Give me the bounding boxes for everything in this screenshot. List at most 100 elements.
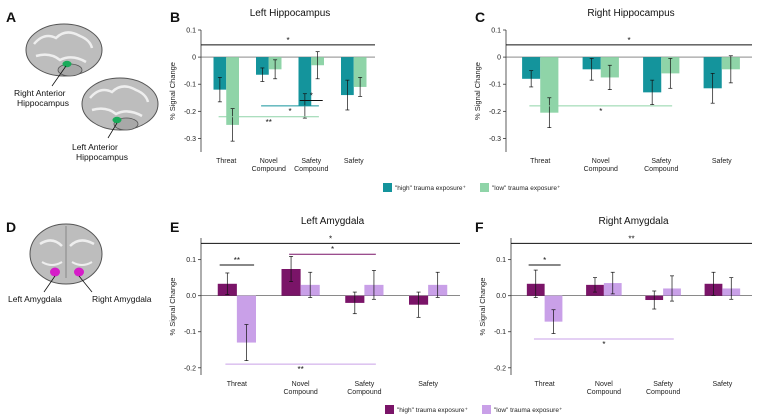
bar-low-0 (544, 295, 563, 322)
bar-high-2 (298, 57, 312, 106)
x-tick-label-1: Novel (595, 381, 613, 388)
errorbar-low-1 (273, 59, 278, 80)
label-right-hippocampus: Hippocampus (17, 98, 69, 108)
x-tick-label-2: Compound (644, 166, 678, 173)
legend-label-high: "high" trauma exposure⁺ (397, 407, 468, 414)
y-tick-label: -0.1 (494, 329, 506, 336)
x-tick-label-1: Compound (587, 389, 621, 396)
y-tick-label: -0.2 (184, 109, 196, 116)
panel-letter-b: B (170, 9, 180, 25)
significance-marker-3: ** (298, 365, 304, 374)
y-tick-label: 0.1 (186, 257, 196, 264)
label-left-hippocampus: Hippocampus (76, 152, 128, 162)
legend-amygdala: "high" trauma exposure⁺ "low" trauma exp… (385, 405, 563, 414)
x-tick-label-2: Compound (646, 389, 680, 396)
errorbar-low-3 (729, 277, 734, 300)
errorbar-high-0 (217, 77, 222, 103)
x-tick-label-2: Compound (347, 389, 381, 396)
label-right-anterior: Right Anterior (14, 88, 66, 98)
errorbar-low-0 (551, 309, 556, 334)
errorbar-low-1 (610, 271, 615, 295)
brain-sagittal-upper-image (25, 23, 103, 77)
errorbar-low-1 (607, 64, 612, 90)
significance-marker-2: * (288, 107, 291, 116)
x-tick-label-2: Compound (294, 166, 328, 173)
panel-a: A Right Anterior Hippocampus Left Anteri… (6, 9, 159, 162)
significance-marker-1: * (543, 256, 546, 265)
x-tick-label-2: Safety (354, 381, 374, 388)
bar-low-0 (226, 57, 239, 125)
chart-title: Left Hippocampus (250, 8, 331, 19)
left-anterior-hippocampus-marker (112, 116, 122, 124)
y-tick-label: -0.1 (184, 329, 196, 336)
errorbar-high-0 (225, 272, 230, 295)
brain-coronal-image (29, 223, 103, 285)
x-tick-label-3: Safety (418, 381, 438, 388)
errorbar-low-0 (547, 97, 552, 128)
bar-high-3 (341, 57, 354, 96)
significance-marker-1: * (599, 107, 602, 116)
significance-marker-0: * (286, 36, 289, 45)
x-tick-label-0: Threat (227, 381, 247, 388)
errorbar-high-0 (529, 70, 534, 88)
panel-letter-c: C (475, 9, 485, 25)
x-tick-label-2: Safety (653, 381, 673, 388)
errorbar-high-0 (533, 269, 538, 298)
y-axis-label: % Signal Change (168, 62, 177, 120)
chart-right-hippocampus: C Right Hippocampus 0.1 0 -0.1 -0.2 -0.3 % Sign… (473, 8, 752, 173)
errorbar-low-2 (371, 270, 376, 300)
x-tick-label-2: Safety (651, 158, 671, 165)
y-tick-label: 0.1 (491, 28, 501, 35)
y-axis-label: % Signal Change (473, 62, 482, 120)
x-tick-label-1: Novel (592, 158, 610, 165)
y-tick-label: 0.0 (186, 293, 196, 300)
significance-marker-0: ** (628, 234, 634, 243)
errorbar-high-1 (289, 256, 294, 282)
errorbar-high-2 (352, 291, 357, 315)
errorbar-high-3 (711, 271, 716, 296)
bar-high-1 (256, 57, 269, 75)
significance-marker-0: * (627, 36, 630, 45)
significance-marker-1: * (331, 245, 334, 254)
errorbar-low-0 (230, 108, 235, 142)
x-tick-label-3: Safety (712, 381, 732, 388)
right-amygdala-marker (74, 267, 84, 277)
bar-low-0 (236, 295, 256, 343)
chart-title: Right Hippocampus (587, 8, 674, 19)
right-anterior-hippocampus-marker (62, 60, 72, 68)
bar-high-3 (703, 57, 722, 89)
errorbar-low-3 (728, 55, 733, 84)
y-tick-label: -0.3 (489, 136, 501, 143)
chart-left-amygdala: E Left Amygdala 0.1 0.0 -0.1 -0.2 % Signal Cha… (168, 216, 460, 396)
errorbar-low-3 (435, 271, 440, 298)
x-tick-label-1: Novel (260, 158, 278, 165)
y-tick-label: -0.2 (494, 365, 506, 372)
x-tick-label-2: Safety (301, 158, 321, 165)
panel-letter-f: F (475, 219, 484, 235)
significance-marker-3: ** (266, 118, 272, 127)
errorbar-high-1 (592, 277, 597, 293)
legend-swatch-high (383, 183, 392, 192)
y-axis-label: % Signal Change (168, 278, 177, 336)
bar-high-2 (643, 57, 662, 93)
errorbar-high-1 (589, 58, 594, 81)
errorbar-high-2 (652, 290, 657, 310)
chart-right-amygdala: F Right Amygdala 0.1 0.0 -0.1 -0.2 % Signal Ch… (475, 216, 752, 396)
chart-title: Right Amygdala (598, 216, 668, 227)
panel-letter-e: E (170, 219, 179, 235)
significance-marker-2: ** (234, 256, 240, 265)
chart-left-hippocampus: B Left Hippocampus 0.1 0 -0.1 -0.2 -0.3 % Signa… (168, 8, 375, 173)
panel-letter-a: A (6, 9, 16, 25)
y-tick-label: -0.2 (184, 365, 196, 372)
legend-label-low: "low" trauma exposure⁺ (494, 407, 563, 414)
bar-high-0 (213, 57, 227, 90)
errorbar-high-2 (650, 79, 655, 105)
x-tick-label-3: Safety (712, 158, 732, 165)
x-tick-label-1: Compound (252, 166, 286, 173)
x-tick-label-0: Threat (216, 158, 236, 165)
errorbar-low-1 (308, 271, 313, 298)
x-tick-label-0: Threat (535, 381, 555, 388)
x-tick-label-0: Threat (530, 158, 550, 165)
significance-marker-2: * (602, 340, 605, 349)
x-tick-label-1: Compound (284, 389, 318, 396)
